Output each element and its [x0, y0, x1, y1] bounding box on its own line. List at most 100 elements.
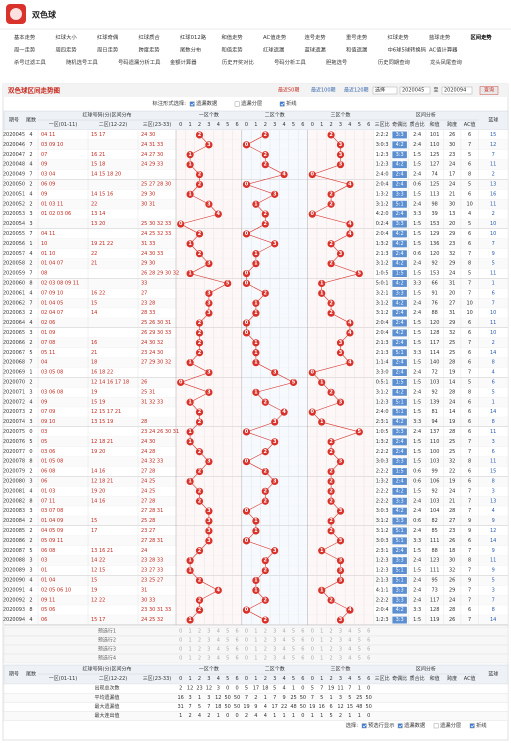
- preselect-digit[interactable]: 6: [367, 638, 370, 644]
- preselect-digit[interactable]: 0: [179, 638, 182, 644]
- preselect-digit[interactable]: 5: [226, 647, 229, 653]
- preselect-digit[interactable]: 5: [292, 638, 295, 644]
- preselect-digit[interactable]: 5: [358, 647, 361, 653]
- preselect-digit[interactable]: 4: [348, 629, 351, 635]
- nav-link[interactable]: 连号走势: [305, 33, 327, 41]
- period-select[interactable]: [372, 86, 398, 95]
- preselect-digit[interactable]: 4: [217, 647, 220, 653]
- preselect-digit[interactable]: 1: [189, 647, 192, 653]
- nav-link[interactable]: 重号走势: [346, 33, 368, 41]
- preselect-digit[interactable]: 6: [301, 638, 304, 644]
- preselect-digit[interactable]: 4: [283, 656, 286, 662]
- nav-link[interactable]: 周一走势: [14, 46, 36, 54]
- nav-link[interactable]: 红球大小: [56, 33, 78, 41]
- preselect-digit[interactable]: 6: [367, 629, 370, 635]
- to-input[interactable]: [441, 86, 473, 95]
- preselect-digit[interactable]: 6: [301, 647, 304, 653]
- footer-checkbox[interactable]: [397, 723, 403, 729]
- preselect-digit[interactable]: 1: [320, 629, 323, 635]
- footer-checkbox[interactable]: [361, 723, 367, 729]
- preselect-digit[interactable]: 2: [330, 656, 333, 662]
- preselect-digit[interactable]: 5: [292, 629, 295, 635]
- preselect-digit[interactable]: 0: [311, 647, 314, 653]
- nav-link[interactable]: 和值走势: [222, 46, 244, 54]
- nav-link[interactable]: 龙头凤尾查询: [430, 58, 462, 66]
- preselect-digit[interactable]: 6: [367, 656, 370, 662]
- preselect-digit[interactable]: 3: [273, 638, 276, 644]
- preselect-digit[interactable]: 2: [198, 647, 201, 653]
- nav-link[interactable]: 尾数分布: [180, 46, 201, 54]
- preselect-digit[interactable]: 4: [283, 647, 286, 653]
- nav-link[interactable]: 历史开奖对比: [222, 58, 254, 66]
- preselect-digit[interactable]: 4: [283, 629, 286, 635]
- preselect-digit[interactable]: 4: [217, 638, 220, 644]
- nav-link[interactable]: 区间走势: [471, 33, 493, 41]
- preselect-digit[interactable]: 2: [330, 629, 333, 635]
- nav-link[interactable]: 红球遗漏: [263, 46, 284, 54]
- preselect-digit[interactable]: 2: [198, 629, 201, 635]
- preselect-digit[interactable]: 1: [254, 647, 257, 653]
- nav-link[interactable]: 号码遗漏分析工具: [118, 58, 161, 66]
- nav-link[interactable]: 和值遗漏: [346, 46, 367, 54]
- preselect-digit[interactable]: 5: [358, 638, 361, 644]
- nav-link[interactable]: 基本走势: [14, 33, 36, 41]
- nav-link[interactable]: 红球走势: [388, 33, 410, 41]
- nav-link[interactable]: 号码分析工具: [274, 58, 306, 66]
- nav-link[interactable]: 随机选号工具: [66, 58, 98, 66]
- footer-option[interactable]: 预选行显示: [368, 721, 395, 729]
- preselect-digit[interactable]: 5: [226, 656, 229, 662]
- preselect-digit[interactable]: 0: [311, 629, 314, 635]
- preselect-digit[interactable]: 2: [264, 629, 267, 635]
- nav-link[interactable]: 金额计算器: [170, 58, 197, 66]
- nav-link[interactable]: 红球质合: [139, 33, 161, 41]
- nav-link[interactable]: 中6球5球转换码: [388, 46, 427, 54]
- preselect-digit[interactable]: 1: [254, 656, 257, 662]
- marking-checkbox[interactable]: [234, 101, 240, 107]
- preselect-digit[interactable]: 3: [339, 629, 342, 635]
- preselect-digit[interactable]: 0: [245, 629, 248, 635]
- marking-option[interactable]: 折线: [286, 99, 297, 107]
- preselect-digit[interactable]: 0: [311, 656, 314, 662]
- preselect-digit[interactable]: 2: [330, 647, 333, 653]
- preselect-digit[interactable]: 6: [236, 629, 239, 635]
- preselect-digit[interactable]: 4: [348, 656, 351, 662]
- marking-option[interactable]: 遗漏数据: [196, 99, 218, 107]
- range-link[interactable]: 最近100期: [311, 87, 336, 94]
- preselect-digit[interactable]: 2: [198, 638, 201, 644]
- query-button[interactable]: [479, 86, 499, 95]
- preselect-digit[interactable]: 3: [273, 629, 276, 635]
- footer-option[interactable]: 遗漏分层: [440, 721, 461, 729]
- preselect-digit[interactable]: 5: [292, 647, 295, 653]
- preselect-digit[interactable]: 3: [207, 656, 210, 662]
- preselect-digit[interactable]: 0: [311, 638, 314, 644]
- preselect-digit[interactable]: 1: [320, 656, 323, 662]
- preselect-digit[interactable]: 4: [283, 638, 286, 644]
- from-input[interactable]: [399, 86, 431, 95]
- footer-checkbox[interactable]: [469, 723, 475, 729]
- nav-link[interactable]: 和值走势: [222, 33, 244, 41]
- preselect-digit[interactable]: 0: [245, 656, 248, 662]
- nav-link[interactable]: 红球012路: [180, 33, 207, 41]
- marking-checkbox[interactable]: [189, 101, 195, 107]
- preselect-digit[interactable]: 0: [179, 656, 182, 662]
- preselect-digit[interactable]: 4: [217, 629, 220, 635]
- preselect-digit[interactable]: 3: [273, 656, 276, 662]
- preselect-digit[interactable]: 1: [189, 656, 192, 662]
- nav-link[interactable]: 胆拖选号: [326, 58, 347, 66]
- footer-option[interactable]: 遗漏数据: [404, 721, 426, 729]
- preselect-digit[interactable]: 6: [236, 647, 239, 653]
- preselect-digit[interactable]: 0: [245, 647, 248, 653]
- preselect-digit[interactable]: 0: [179, 629, 182, 635]
- preselect-digit[interactable]: 0: [179, 647, 182, 653]
- preselect-digit[interactable]: 1: [320, 647, 323, 653]
- preselect-digit[interactable]: 4: [348, 638, 351, 644]
- preselect-digit[interactable]: 2: [330, 638, 333, 644]
- nav-link[interactable]: 杀号过滤工具: [14, 58, 46, 66]
- nav-link[interactable]: 蓝球遗漏: [305, 46, 326, 54]
- preselect-digit[interactable]: 6: [236, 656, 239, 662]
- preselect-digit[interactable]: 1: [189, 638, 192, 644]
- preselect-digit[interactable]: 3: [339, 656, 342, 662]
- preselect-digit[interactable]: 3: [207, 647, 210, 653]
- preselect-digit[interactable]: 3: [339, 638, 342, 644]
- preselect-digit[interactable]: 2: [198, 656, 201, 662]
